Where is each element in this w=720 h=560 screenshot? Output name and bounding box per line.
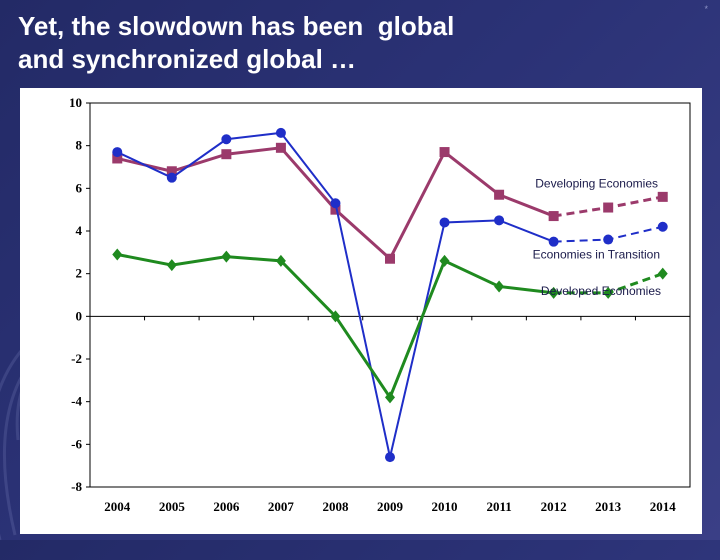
data-point: [275, 142, 286, 153]
data-point: [275, 127, 286, 138]
data-point: [657, 221, 668, 232]
series-label: Developing Economies: [535, 176, 658, 190]
series-line-solid: [116, 131, 555, 458]
data-point: [330, 204, 341, 215]
y-tick-label: -6: [71, 436, 82, 451]
data-point: [221, 149, 232, 160]
series-label: Developed Economies: [541, 284, 661, 298]
y-tick-label: 6: [76, 180, 83, 195]
data-point: [112, 248, 123, 261]
x-tick-label: 2009: [377, 499, 404, 514]
data-point: [494, 215, 505, 226]
x-tick-label: 2004: [104, 499, 131, 514]
growth-line-chart: 10 8 6 4 2 0 -2 -4 -6 -8 2004 2005 2006 2007 2008 2009 2…: [69, 95, 691, 514]
data-point: [112, 153, 123, 164]
title-line-2: and synchronized global …: [18, 44, 357, 74]
data-point: [603, 286, 614, 299]
data-point: [330, 198, 341, 209]
data-point: [548, 211, 559, 222]
data-point: [603, 234, 614, 245]
data-point: [166, 166, 177, 177]
data-point: [603, 202, 614, 213]
data-point: [439, 147, 450, 158]
y-tick-label: -2: [71, 351, 82, 366]
data-point: [548, 286, 559, 299]
data-point: [221, 134, 232, 145]
y-tick-label: 0: [76, 308, 83, 323]
data-point: [166, 172, 177, 183]
slide-title: Yet, the slowdown has been global and sy…: [18, 10, 578, 76]
data-point: [221, 250, 232, 263]
data-point: [439, 217, 450, 228]
data-point: [330, 310, 341, 323]
x-tick-label: 2008: [322, 499, 349, 514]
y-tick-label: 10: [69, 95, 82, 110]
series-label: Economies in Transition: [533, 248, 660, 262]
data-point: [385, 452, 395, 463]
data-point: [439, 254, 450, 267]
data-point: [275, 254, 286, 267]
page-mark: *: [704, 4, 708, 14]
y-tick-label: 2: [76, 266, 83, 281]
x-tick-label: 2010: [432, 499, 458, 514]
data-point: [112, 147, 123, 158]
x-tick-label: 2006: [213, 499, 240, 514]
y-tick-label: 8: [76, 138, 83, 153]
x-tick-label: 2011: [486, 499, 511, 514]
x-tick-label: 2013: [595, 499, 622, 514]
chart-panel: 10 8 6 4 2 0 -2 -4 -6 -8 2004 2005 2006 2007 2008 2009 2…: [20, 88, 702, 534]
y-tick-label: -4: [71, 394, 82, 409]
series-line-solid: [116, 252, 554, 401]
y-tick-label: -8: [71, 479, 82, 494]
data-point: [494, 280, 505, 293]
data-point: [657, 267, 668, 280]
x-tick-label: 2005: [159, 499, 186, 514]
data-point: [385, 391, 395, 404]
x-tick-label: 2007: [268, 499, 295, 514]
data-point: [385, 253, 395, 264]
data-point: [657, 191, 668, 202]
title-line-1: Yet, the slowdown has been global: [18, 11, 455, 41]
data-point: [494, 189, 505, 200]
plot-frame: [89, 102, 691, 488]
data-point: [548, 236, 559, 247]
x-tick-label: 2012: [541, 499, 567, 514]
x-tick-label: 2014: [650, 499, 677, 514]
data-point: [166, 259, 177, 272]
y-tick-label: 4: [76, 223, 83, 238]
